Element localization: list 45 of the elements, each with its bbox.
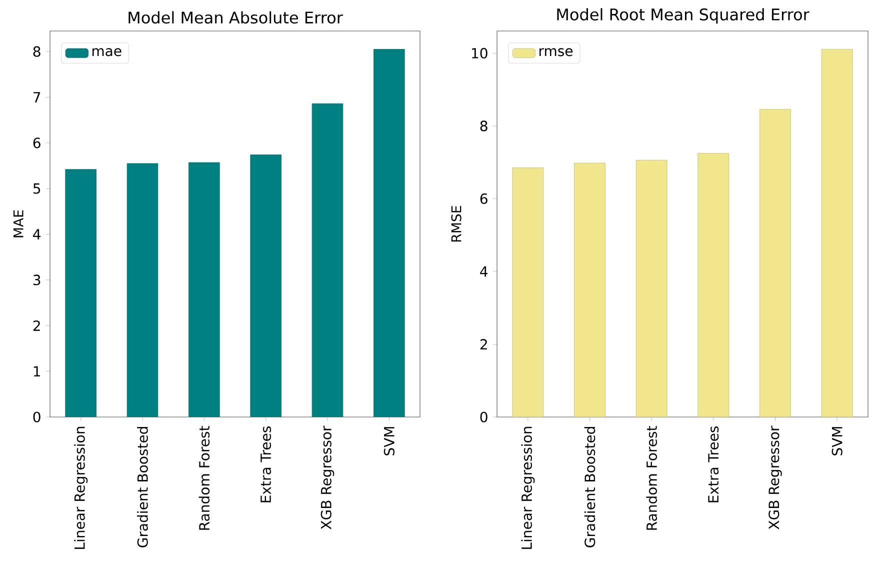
bar <box>250 154 282 417</box>
bar <box>374 49 405 417</box>
x-tick-label: Extra Trees <box>708 426 719 502</box>
x-tick-label: Linear Regression <box>74 426 88 549</box>
y-tick-label: 10 <box>472 48 488 58</box>
x-tick-label: SVM <box>384 427 394 456</box>
y-tick-label: 0 <box>480 412 488 422</box>
x-tick-label: SVM <box>832 427 842 456</box>
y-tick-label: 3 <box>33 274 40 286</box>
chart-title: Model Mean Absolute Error <box>128 11 343 24</box>
x-tick-label: Random Forest <box>646 426 657 530</box>
y-tick-label: 2 <box>33 320 40 331</box>
bar <box>698 153 730 418</box>
y-tick-label: 0 <box>33 412 40 422</box>
y-tick-label: 8 <box>480 120 488 132</box>
y-axis-title: RMSE <box>451 206 462 242</box>
y-tick-label: 5 <box>33 183 40 194</box>
legend-label: mae <box>92 48 122 56</box>
y-tick-label: 2 <box>480 339 487 350</box>
bar <box>821 48 853 418</box>
y-tick-label: 6 <box>480 193 488 204</box>
bar <box>636 160 668 418</box>
x-tick-label: XGB Regressor <box>768 426 782 530</box>
bar <box>760 109 791 418</box>
x-tick-label: Gradient Boosted <box>137 426 148 548</box>
x-tick-label: Linear Regression <box>521 426 535 549</box>
y-tick-label: 7 <box>34 92 40 102</box>
y-axis-title: MAE <box>14 210 24 238</box>
bar <box>188 162 220 417</box>
y-tick-label: 8 <box>33 46 40 57</box>
legend-label: rmse <box>540 48 573 56</box>
chart-title: Model Root Mean Squared Error <box>557 8 810 24</box>
y-tick-label: 6 <box>33 138 40 148</box>
y-tick-label: 4 <box>33 229 40 240</box>
bar <box>312 103 344 417</box>
y-tick-label: 1 <box>34 366 40 376</box>
bar <box>126 163 158 417</box>
bar <box>65 169 96 417</box>
x-tick-label: Gradient Boosted <box>584 426 596 548</box>
x-tick-label: Extra Trees <box>260 426 272 502</box>
bar <box>512 168 544 418</box>
x-tick-label: Random Forest <box>198 426 210 530</box>
y-tick-label: 4 <box>480 266 488 277</box>
bar <box>574 162 606 418</box>
x-tick-label: XGB Regressor <box>320 426 334 530</box>
